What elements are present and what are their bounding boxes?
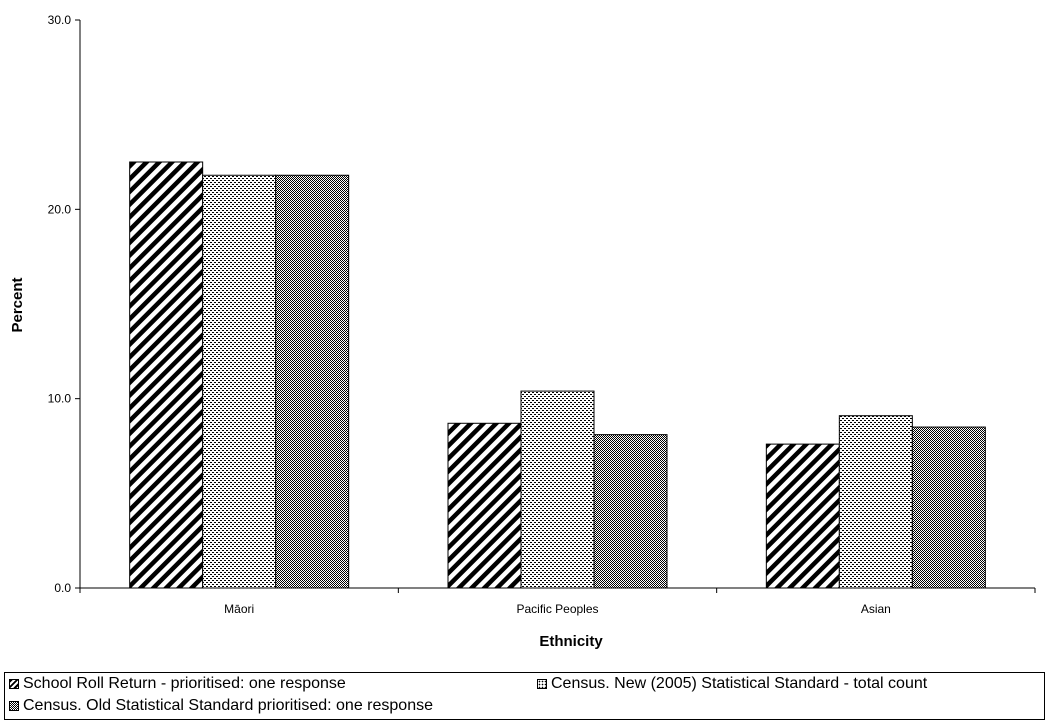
checkered-swatch-icon bbox=[9, 701, 19, 711]
y-tick-label: 30.0 bbox=[48, 13, 72, 27]
bar bbox=[129, 161, 204, 589]
plot-area: 0.0 10.0 20.0 30.0 Māori Pacific Peoples Asian bbox=[48, 13, 1036, 616]
legend-label: School Roll Return - prioritised: one re… bbox=[23, 675, 346, 692]
bar bbox=[911, 426, 986, 589]
bar-chart: 0.0 10.0 20.0 30.0 Māori Pacific Peoples Asian… bbox=[9, 13, 1036, 650]
bar bbox=[765, 443, 840, 589]
bar bbox=[520, 390, 595, 589]
y-axis-title: Percent bbox=[9, 277, 26, 332]
y-tick-label: 10.0 bbox=[48, 392, 72, 406]
bar bbox=[838, 415, 913, 589]
x-tick-label: Asian bbox=[861, 602, 891, 616]
legend-item-school-roll: School Roll Return - prioritised: one re… bbox=[9, 675, 346, 693]
legend-item-census-new: Census. New (2005) Statistical Standard … bbox=[537, 675, 927, 693]
legend-label: Census. Old Statistical Standard priorit… bbox=[23, 697, 433, 714]
bar bbox=[447, 422, 522, 589]
dotted-swatch-icon bbox=[537, 679, 547, 689]
legend: School Roll Return - prioritised: one re… bbox=[4, 672, 1045, 720]
x-tick-label: Māori bbox=[224, 602, 254, 616]
y-tick-label: 0.0 bbox=[54, 581, 71, 595]
bar bbox=[275, 174, 350, 589]
x-axis-title: Ethnicity bbox=[539, 633, 603, 650]
diagonal-hatch-swatch-icon bbox=[9, 679, 19, 689]
bar bbox=[202, 174, 277, 589]
legend-item-census-old: Census. Old Statistical Standard priorit… bbox=[9, 697, 433, 715]
bar bbox=[593, 434, 668, 589]
y-tick-label: 20.0 bbox=[48, 202, 72, 216]
legend-label: Census. New (2005) Statistical Standard … bbox=[551, 675, 928, 692]
x-tick-label: Pacific Peoples bbox=[516, 602, 598, 616]
